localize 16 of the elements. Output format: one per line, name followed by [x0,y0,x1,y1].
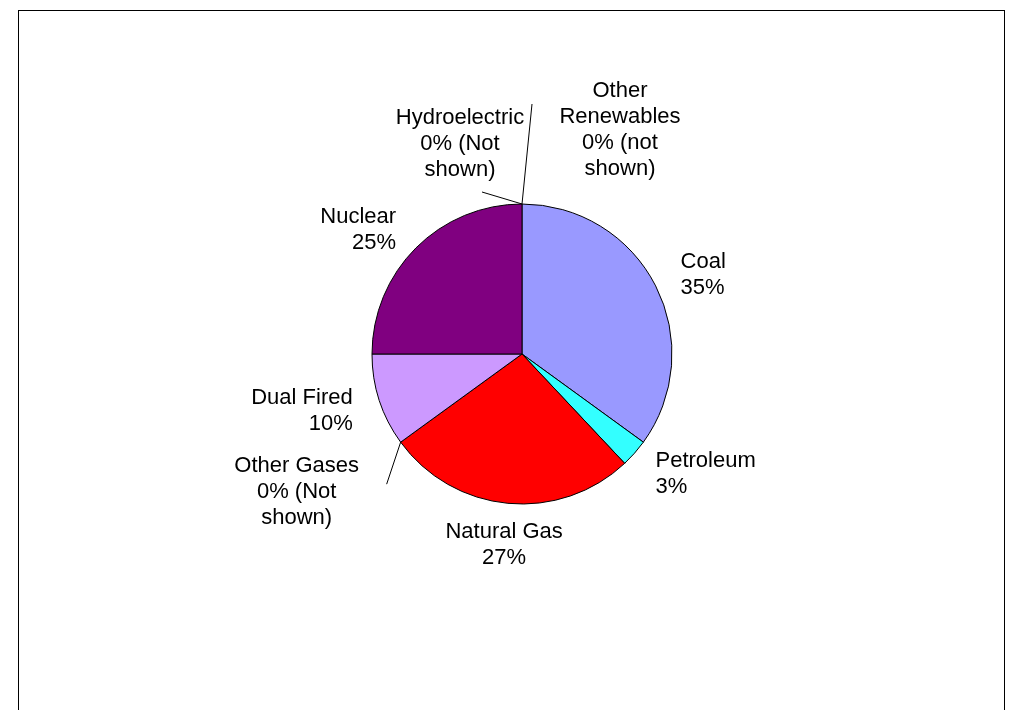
legend-label: Other Gases [234,452,360,478]
slice-label: Petroleum [655,446,756,472]
text: 0% (Not shown) [256,478,337,530]
text: 0% (Not shown) [420,130,500,181]
data-label: 27% [482,544,527,570]
data-label: 25% [352,229,397,255]
data-label: 35% [680,274,725,300]
category-label: Hydroelectric [395,104,525,129]
data-label: 10% [308,410,353,436]
slice-label: Natural Gas [445,518,563,544]
category-label: Other Renewables [559,77,681,128]
slice-label: Dual Fired [251,384,353,410]
slice-label: Nuclear [320,203,397,229]
text: 0% (not shown) [582,129,658,180]
slice-label: Coal [680,248,726,274]
data-label: 3% [655,472,688,498]
